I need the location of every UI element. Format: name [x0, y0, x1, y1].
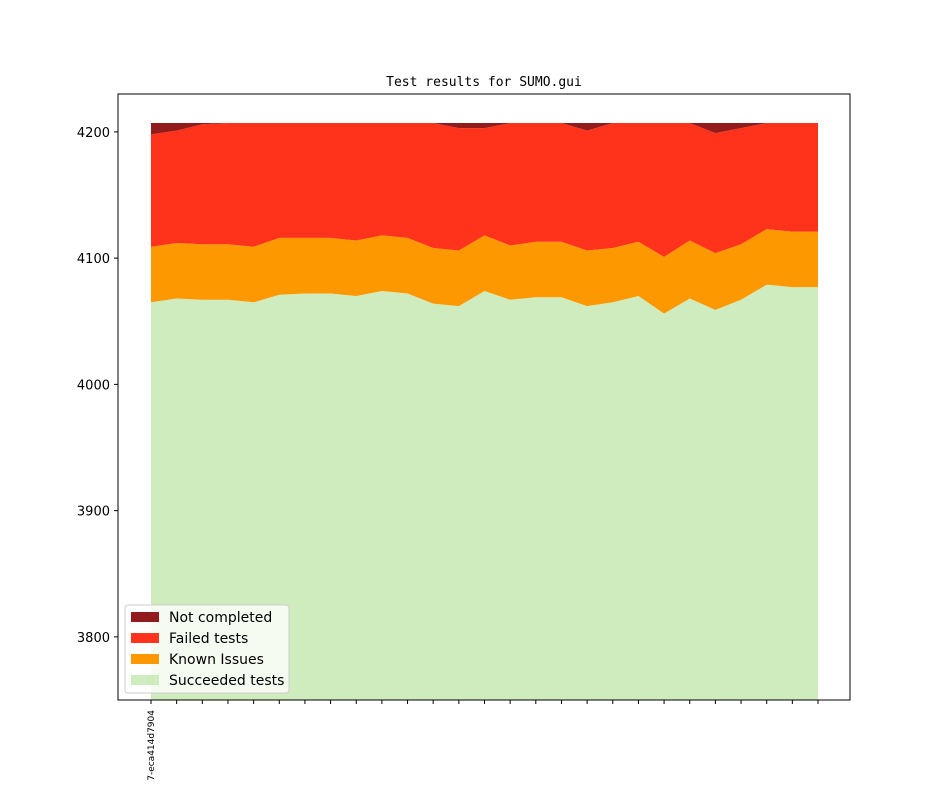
legend-box	[124, 604, 290, 694]
y-axis: 3800 3900 4000 4100 4200	[77, 126, 118, 646]
y-tick-label: 3800	[77, 631, 110, 646]
y-tick-label: 4200	[77, 126, 110, 141]
legend-swatch	[131, 612, 159, 622]
legend-label: Succeeded tests	[169, 673, 284, 689]
legend: Not completed Failed tests Known Issues Suc…	[124, 604, 290, 694]
x-tick-label: 7-eca414d7904	[147, 710, 157, 781]
legend-label: Not completed	[169, 610, 272, 626]
stacked-areas	[151, 123, 818, 700]
x-axis: 7-eca414d7904	[147, 700, 819, 781]
area-not-completed	[151, 123, 818, 135]
chart-title: Test results for SUMO.gui	[386, 75, 582, 90]
legend-label: Failed tests	[169, 631, 248, 647]
legend-swatch	[131, 675, 159, 685]
y-tick-label: 4100	[77, 252, 110, 267]
y-tick-label: 4000	[77, 378, 110, 393]
area-known-issues	[151, 229, 818, 314]
legend-swatch	[131, 633, 159, 643]
legend-label: Known Issues	[169, 652, 264, 668]
legend-swatch	[131, 654, 159, 664]
area-succeeded-tests	[151, 284, 818, 700]
y-tick-label: 3900	[77, 505, 110, 520]
area-failed-tests	[151, 123, 818, 257]
